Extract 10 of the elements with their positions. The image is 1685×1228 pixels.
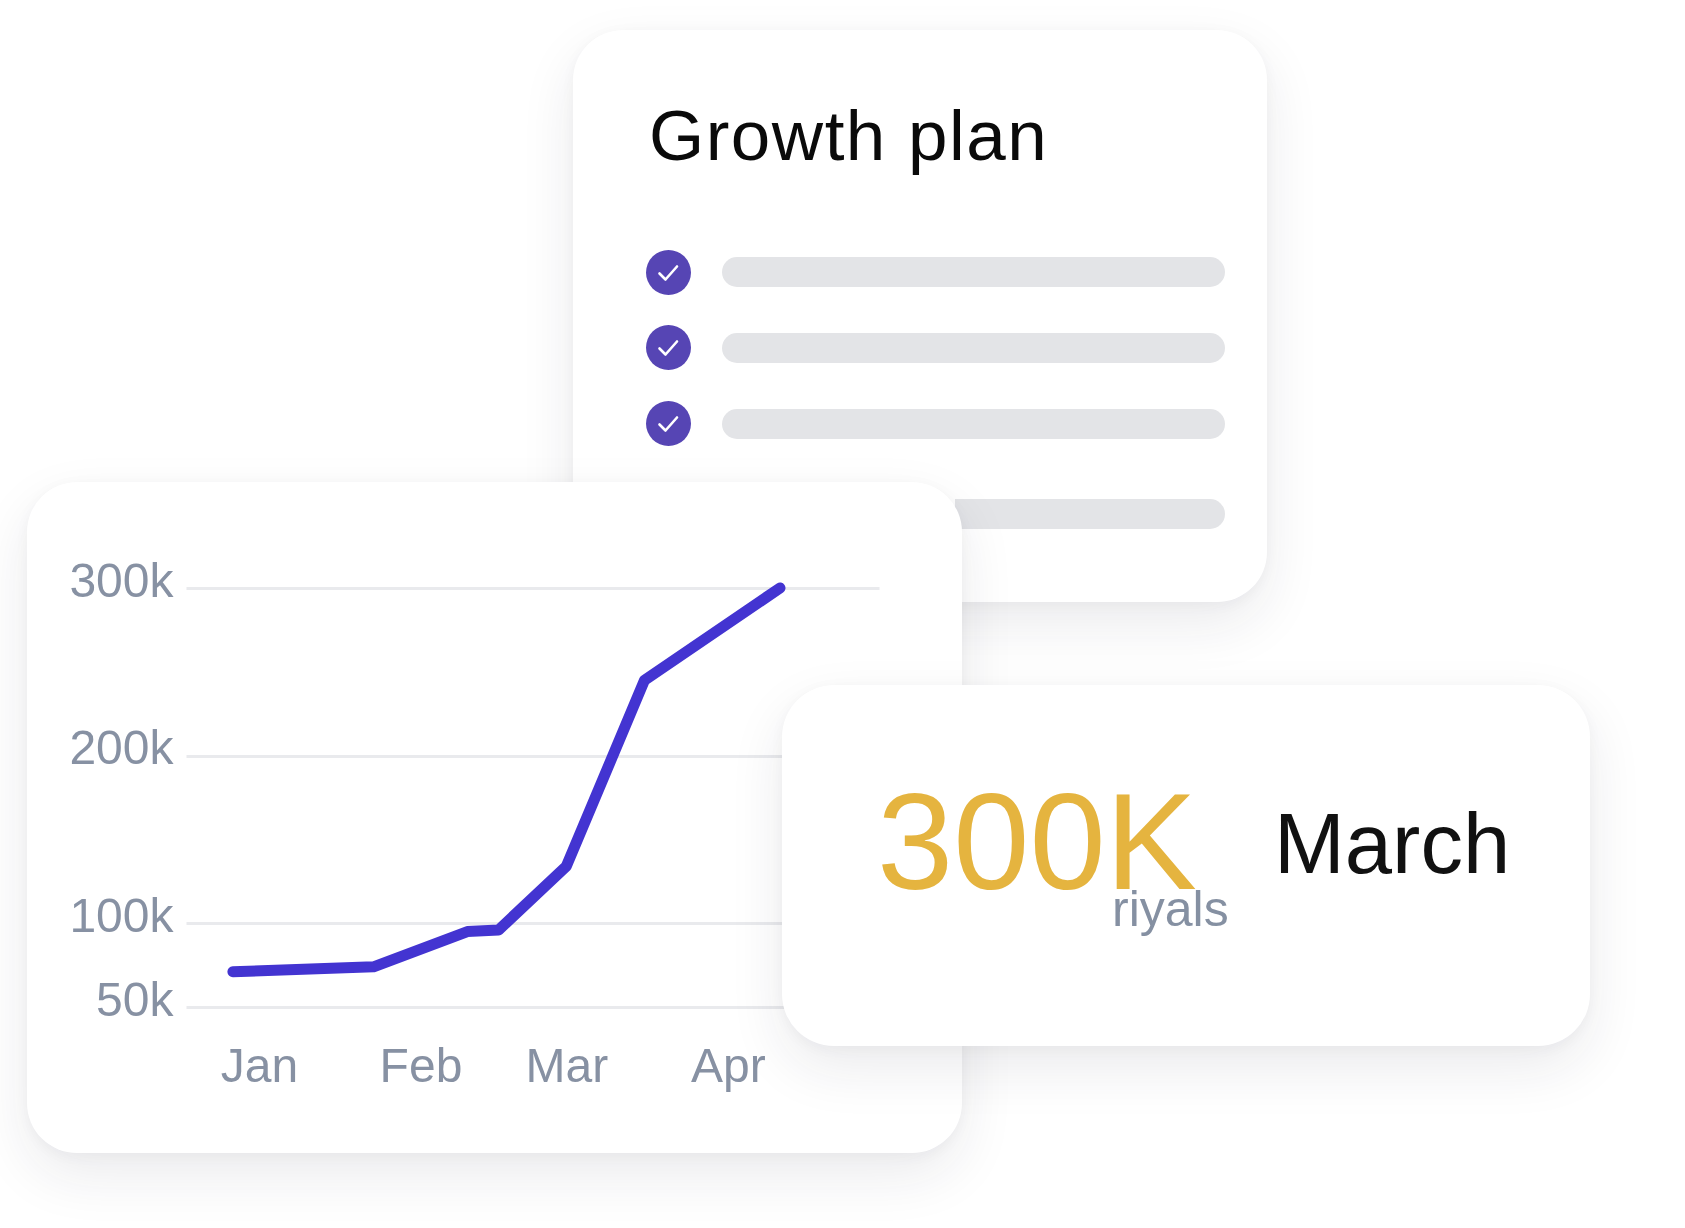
text: Growth plan [649, 96, 1049, 175]
y-tick-label: 50k [96, 972, 175, 1026]
text: March [1274, 796, 1511, 891]
x-tick-label: Mar [525, 1038, 609, 1092]
y-tick-label: 100k [69, 889, 175, 943]
y-tick-label: 300k [69, 553, 175, 607]
x-tick-label: Apr [691, 1038, 766, 1092]
y-tick-label: 200k [69, 721, 175, 775]
x-tick-label: Jan [220, 1038, 299, 1092]
x-tick-label: Feb [379, 1038, 463, 1092]
